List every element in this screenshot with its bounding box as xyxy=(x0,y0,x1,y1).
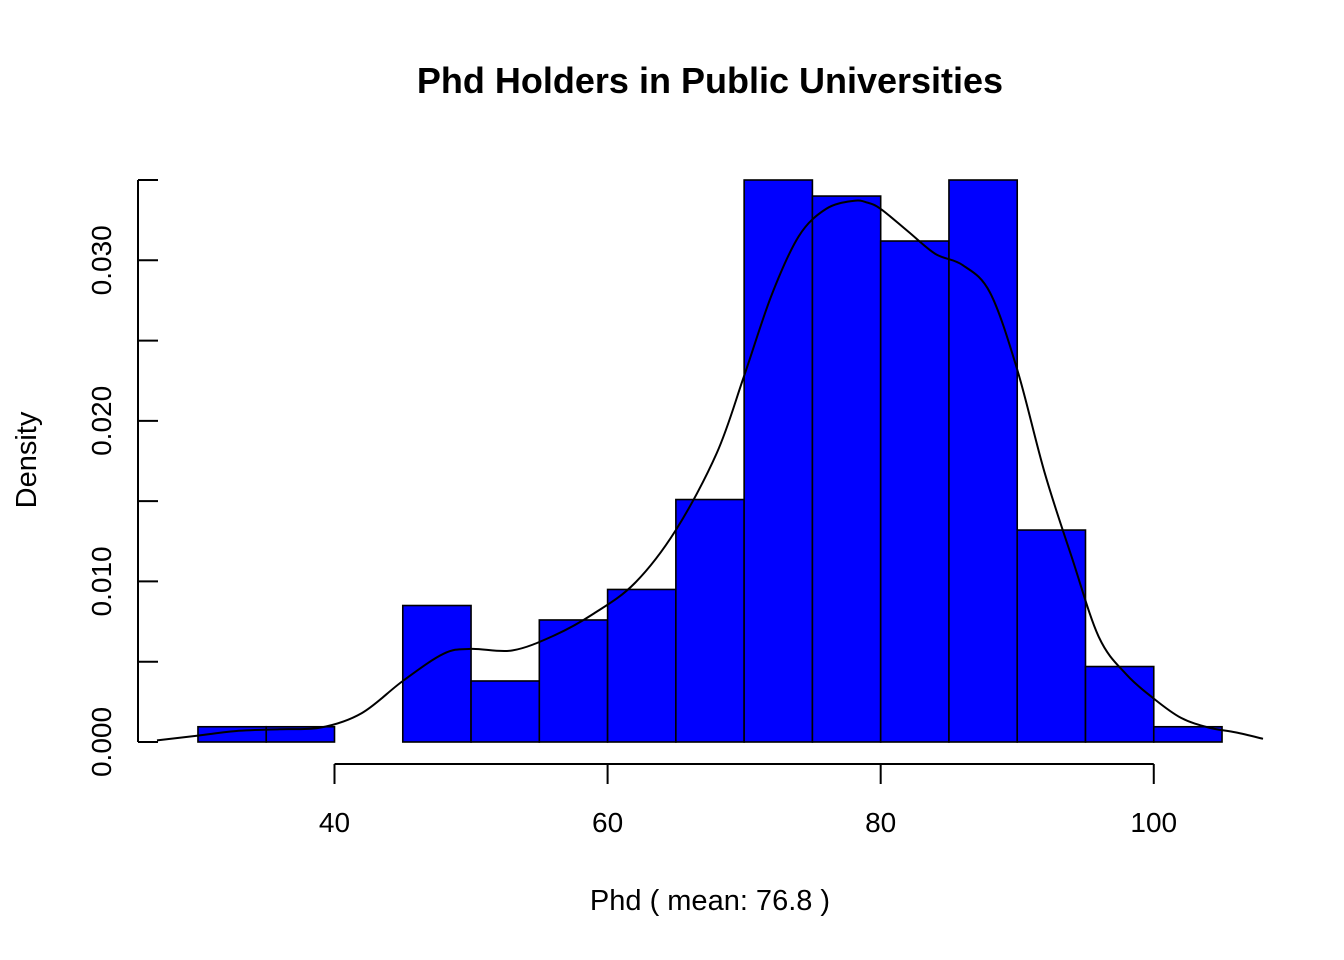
y-tick-label-4: 0.020 xyxy=(86,386,117,456)
histogram-bar-6 xyxy=(606,588,677,743)
y-axis-label: Density xyxy=(11,411,43,508)
histogram-bar-12 xyxy=(1016,529,1087,743)
y-tick-label-6: 0.030 xyxy=(86,225,117,295)
histogram-bar-13 xyxy=(1084,665,1155,743)
histogram-bar-4 xyxy=(470,680,541,743)
histogram-bar-8 xyxy=(743,179,814,743)
x-axis-label: Phd ( mean: 76.8 ) xyxy=(590,885,830,917)
histogram-bar-11 xyxy=(948,179,1019,743)
y-tick-label-0: 0.000 xyxy=(86,707,117,777)
y-axis: 0.000 0.010 0.020 0.030 xyxy=(86,179,158,777)
histogram-bar-9 xyxy=(811,195,882,743)
x-tick-label-0: 40 xyxy=(319,807,350,838)
x-tick-label-2: 80 xyxy=(865,807,896,838)
histogram-bar-14 xyxy=(1152,725,1223,743)
histogram-bar-10 xyxy=(879,240,950,743)
x-tick-label-3: 100 xyxy=(1130,807,1177,838)
histogram-bar-7 xyxy=(675,498,745,743)
histogram-bar-1 xyxy=(265,725,336,743)
histogram-bars xyxy=(197,179,1223,743)
x-tick-label-1: 60 xyxy=(592,807,623,838)
x-axis: 40 60 80 100 xyxy=(319,763,1177,838)
chart-title: Phd Holders in Public Universities xyxy=(417,60,1003,101)
density-curve xyxy=(156,199,1264,742)
y-tick-label-2: 0.010 xyxy=(86,546,117,616)
